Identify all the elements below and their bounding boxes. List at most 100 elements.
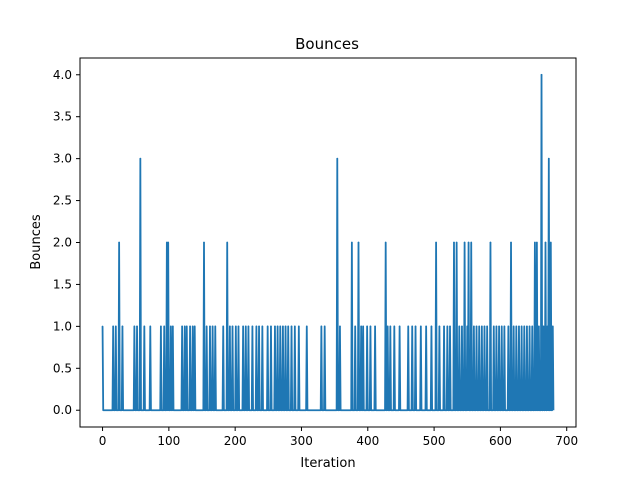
data-point xyxy=(526,325,528,328)
y-tick-label: 3.5 xyxy=(53,110,72,124)
data-point xyxy=(222,325,225,328)
data-point xyxy=(163,325,166,328)
data-point xyxy=(538,325,540,328)
data-point xyxy=(492,325,495,328)
data-point xyxy=(354,325,356,328)
data-point xyxy=(205,325,208,328)
data-point xyxy=(261,325,264,328)
data-point xyxy=(242,325,244,328)
data-point xyxy=(515,325,518,328)
x-tick-label: 400 xyxy=(356,434,379,448)
data-point xyxy=(486,325,488,328)
data-point xyxy=(503,325,506,328)
data-point xyxy=(458,325,461,328)
data-point xyxy=(407,325,410,328)
data-point xyxy=(294,325,296,328)
data-point xyxy=(507,325,510,328)
x-tick-label: 300 xyxy=(290,434,313,448)
data-point xyxy=(139,157,142,160)
data-point xyxy=(540,73,543,76)
data-point xyxy=(351,241,353,244)
data-point xyxy=(115,325,117,328)
data-point xyxy=(481,325,483,328)
data-point xyxy=(357,241,360,244)
data-point xyxy=(209,325,211,328)
data-point xyxy=(500,325,503,328)
x-tick-label: 700 xyxy=(555,434,578,448)
data-point xyxy=(323,325,326,328)
data-point xyxy=(247,325,250,328)
data-point xyxy=(229,325,231,328)
data-point xyxy=(542,325,545,328)
data-point xyxy=(167,241,169,244)
data-point xyxy=(133,325,136,328)
x-tick-label: 600 xyxy=(489,434,512,448)
data-point xyxy=(185,325,188,328)
y-tick-label: 0.5 xyxy=(53,361,72,375)
y-tick-label: 4.0 xyxy=(53,68,72,82)
data-point xyxy=(336,157,339,160)
y-axis-label: Bounces xyxy=(29,214,44,269)
data-point xyxy=(467,241,470,244)
data-point xyxy=(360,325,362,328)
data-point xyxy=(443,325,445,328)
data-point xyxy=(489,241,492,244)
data-point xyxy=(544,241,547,244)
y-tick-label: 0.0 xyxy=(53,403,72,417)
data-point xyxy=(495,325,498,328)
x-tick-label: 0 xyxy=(99,434,107,448)
data-point xyxy=(546,325,549,328)
data-point xyxy=(446,325,449,328)
data-point xyxy=(534,241,536,244)
data-point xyxy=(531,325,534,328)
data-point xyxy=(160,325,162,328)
data-point xyxy=(270,325,272,328)
data-point xyxy=(193,325,196,328)
x-tick-label: 200 xyxy=(224,434,247,448)
data-point xyxy=(455,241,458,244)
data-point xyxy=(112,325,114,328)
data-point xyxy=(384,241,387,244)
data-point xyxy=(101,325,104,328)
data-point xyxy=(369,325,372,328)
data-point xyxy=(362,325,364,328)
series-line xyxy=(101,73,555,412)
x-axis: 0 100 200 300 400 500 600 700 xyxy=(99,427,578,448)
data-point xyxy=(282,325,284,328)
y-tick-label: 2.0 xyxy=(53,236,72,250)
x-tick-label: 100 xyxy=(157,434,180,448)
x-axis-label: Iteration xyxy=(300,456,355,471)
y-tick-label: 3.0 xyxy=(53,152,72,166)
data-point xyxy=(118,241,120,244)
data-point xyxy=(279,325,282,328)
data-point xyxy=(425,325,427,328)
chart-title: Bounces xyxy=(295,35,359,53)
data-point xyxy=(214,325,217,328)
data-point xyxy=(393,325,396,328)
data-point xyxy=(520,325,523,328)
data-point xyxy=(483,325,486,328)
data-point xyxy=(430,325,433,328)
data-point xyxy=(136,325,138,328)
data-point xyxy=(251,325,254,328)
y-tick-label: 1.0 xyxy=(53,319,72,333)
data-point xyxy=(237,325,240,328)
data-point xyxy=(181,325,183,328)
data-point xyxy=(518,325,520,328)
data-point xyxy=(420,325,422,328)
data-point xyxy=(258,325,260,328)
data-point xyxy=(339,325,341,328)
data-point xyxy=(183,325,186,328)
data-point xyxy=(414,325,417,328)
data-point xyxy=(398,325,401,328)
data-point xyxy=(172,325,174,328)
data-point xyxy=(274,325,276,328)
data-point xyxy=(466,325,469,328)
data-point xyxy=(528,325,531,328)
data-point xyxy=(287,325,290,328)
data-point xyxy=(284,325,287,328)
data-point xyxy=(266,325,269,328)
data-point xyxy=(235,325,237,328)
data-point xyxy=(536,241,538,244)
data-point xyxy=(550,241,552,244)
